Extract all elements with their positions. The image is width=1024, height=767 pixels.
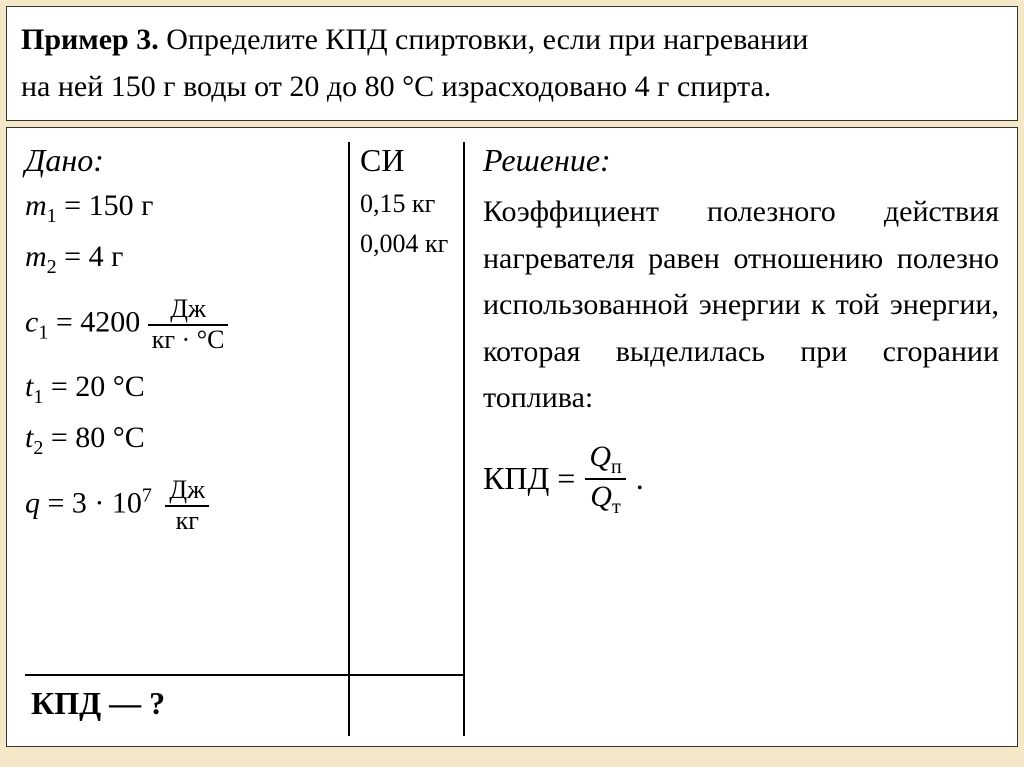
given-t1: t1 = 20 °С <box>25 370 340 409</box>
solution-heading: Решение: <box>483 142 999 179</box>
c1-prefix: = 4200 <box>48 305 147 338</box>
kpd-num-q: Q <box>589 440 611 473</box>
c1-fraction: Дж кг · °С <box>148 295 229 354</box>
problem-statement: Пример 3. Определите КПД спиртовки, если… <box>6 6 1018 121</box>
m2-var: m <box>25 240 47 273</box>
given-m1: m1 = 150 г <box>25 189 340 228</box>
q-den: кг <box>165 507 209 536</box>
m1-sub: 1 <box>47 205 57 227</box>
kpd-frac-num: Qп <box>585 440 625 480</box>
kpd-formula-period: . <box>636 460 644 497</box>
kpd-formula: КПД = Qп Qт . <box>483 440 999 518</box>
m1-var: m <box>25 189 47 222</box>
m2-sub: 2 <box>47 256 57 278</box>
problem-text-line2: на ней 150 г воды от 20 до 80 °С израсхо… <box>21 70 771 103</box>
given-q: q = 3 · 107 Дж кг <box>25 476 340 535</box>
solution-column: Решение: Коэффициент полезного действия … <box>465 142 999 736</box>
solution-paragraph: Коэффициент полезного действия нагревате… <box>483 189 999 422</box>
columns-wrap: Дано: m1 = 150 г m2 = 4 г c1 = 4200 Дж к… <box>25 142 999 736</box>
given-c1: c1 = 4200 Дж кг · °С <box>25 295 340 354</box>
c1-den: кг · °С <box>148 326 229 355</box>
q-fraction: Дж кг <box>165 476 209 535</box>
given-m2: m2 = 4 г <box>25 240 340 279</box>
c1-num: Дж <box>148 295 229 326</box>
m1-val: = 150 г <box>57 189 154 222</box>
q-num: Дж <box>165 476 209 507</box>
t2-val: = 80 °С <box>43 421 144 454</box>
kpd-den-q: Q <box>590 480 612 513</box>
t1-val: = 20 °С <box>43 370 144 403</box>
kpd-num-sub: п <box>611 456 622 478</box>
given-t2: t2 = 80 °С <box>25 421 340 460</box>
si-heading: СИ <box>360 142 463 179</box>
si-column: СИ 0,15 кг 0,004 кг <box>350 142 465 736</box>
page-container: Пример 3. Определите КПД спиртовки, если… <box>0 0 1024 767</box>
t2-sub: 2 <box>33 437 43 459</box>
kpd-question: КПД — ? <box>25 683 171 724</box>
c1-var: c <box>25 305 38 338</box>
m2-val: = 4 г <box>57 240 124 273</box>
given-heading: Дано: <box>25 142 340 179</box>
given-column: Дано: m1 = 150 г m2 = 4 г c1 = 4200 Дж к… <box>25 142 350 736</box>
given-divider-line <box>25 674 465 676</box>
kpd-formula-fraction: Qп Qт <box>585 440 625 518</box>
c1-sub: 1 <box>38 321 48 343</box>
kpd-den-sub: т <box>612 496 621 518</box>
q-var: q <box>25 487 40 520</box>
si-row1: 0,15 кг <box>360 189 463 219</box>
q-prefix: = 3 · 10 <box>40 487 142 520</box>
problem-text-line1: Определите КПД спиртовки, если при нагре… <box>159 23 809 56</box>
kpd-formula-label: КПД = <box>483 460 575 497</box>
kpd-frac-den: Qт <box>585 480 625 518</box>
si-row2: 0,004 кг <box>360 229 463 259</box>
t1-sub: 1 <box>33 386 43 408</box>
example-label: Пример 3. <box>21 23 159 56</box>
solution-container: Дано: m1 = 150 г m2 = 4 г c1 = 4200 Дж к… <box>6 127 1018 747</box>
q-exp: 7 <box>142 485 152 507</box>
